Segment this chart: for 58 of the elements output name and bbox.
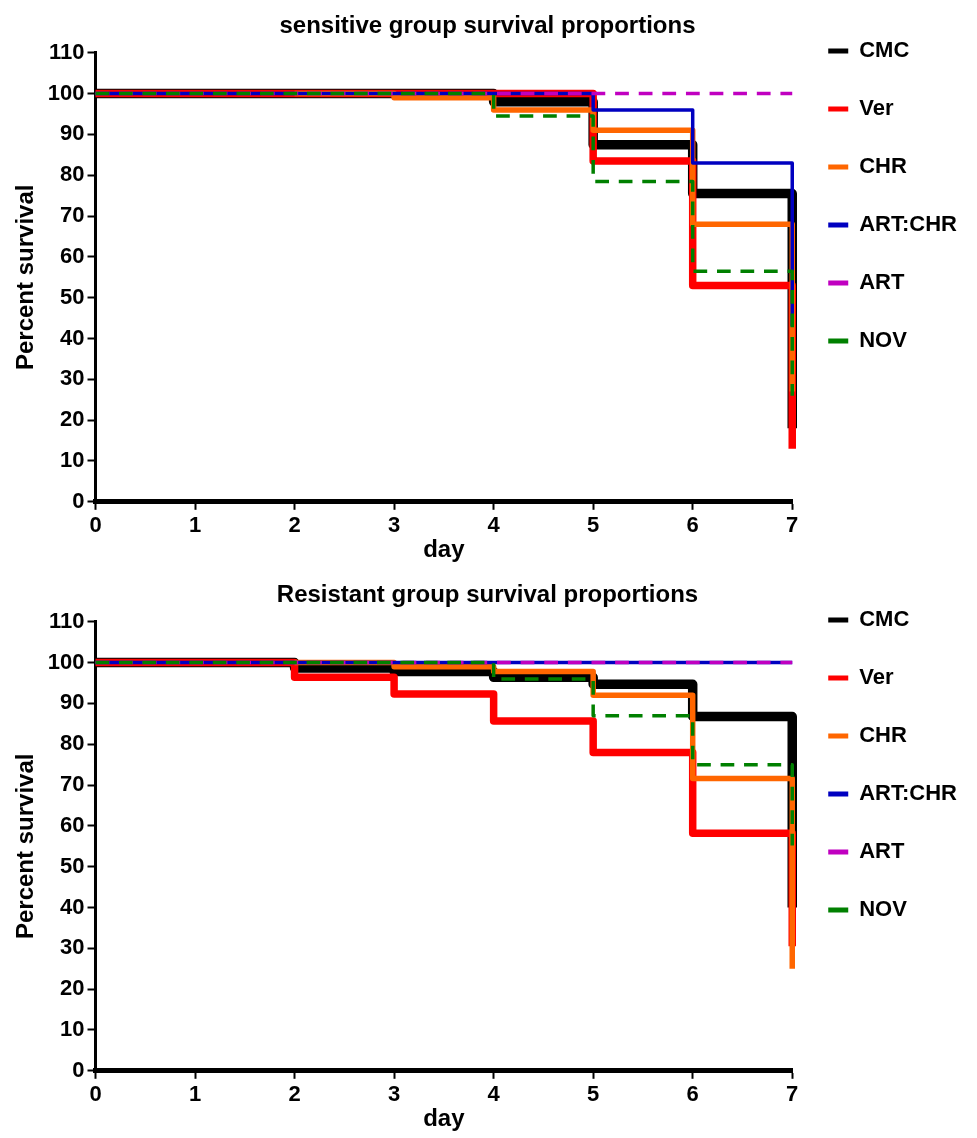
y-tick-label: 40: [60, 324, 85, 350]
y-tick-label: 90: [60, 120, 85, 146]
y-tick-label: 50: [60, 852, 85, 878]
legend-label: CMC: [859, 606, 910, 632]
x-tick-label: 2: [288, 512, 301, 538]
x-tick-label: 5: [587, 512, 600, 538]
y-tick-label: 0: [72, 487, 85, 513]
x-tick-label: 0: [89, 1081, 102, 1107]
x-tick-label: 1: [188, 1081, 202, 1107]
y-tick-label: 20: [60, 975, 85, 1001]
y-tick-label: 100: [47, 79, 85, 105]
x-tick-label: 7: [786, 512, 799, 538]
x-tick-label: 0: [89, 512, 102, 538]
legend-label: CHR: [859, 722, 908, 748]
y-tick-label: 60: [60, 811, 85, 837]
y-tick-label: 20: [60, 406, 85, 432]
y-tick-label: 50: [60, 283, 85, 309]
y-tick-label: 90: [60, 689, 85, 715]
legend-label: Ver: [859, 664, 894, 690]
y-tick-label: 60: [60, 242, 85, 268]
x-axis-title: day: [423, 535, 466, 563]
y-tick-label: 0: [72, 1056, 85, 1082]
y-tick-label: 80: [60, 730, 85, 756]
y-tick-label: 100: [47, 648, 85, 674]
legend-label: ART: [859, 838, 906, 864]
y-axis-title: Percent survival: [11, 753, 39, 940]
y-tick-label: 80: [60, 161, 85, 187]
y-tick-label: 30: [60, 365, 85, 391]
y-tick-label: 30: [60, 934, 85, 960]
legend-label: Ver: [859, 95, 894, 121]
legend-label: NOV: [859, 896, 908, 922]
y-tick-label: 70: [60, 202, 85, 228]
x-tick-label: 4: [487, 512, 501, 538]
y-tick-label: 110: [49, 38, 85, 64]
x-tick-label: 7: [786, 1081, 799, 1107]
chart-title: Resistant group survival proportions: [276, 580, 699, 608]
x-tick-label: 1: [188, 512, 202, 538]
legend-label: CMC: [859, 37, 910, 63]
y-tick-label: 70: [60, 771, 85, 797]
legend-label: ART:CHR: [859, 780, 958, 806]
x-tick-label: 3: [387, 512, 401, 538]
x-tick-label: 5: [587, 1081, 600, 1107]
legend-label: CHR: [859, 153, 908, 179]
y-tick-label: 110: [49, 607, 85, 633]
legend-label: ART: [859, 269, 906, 295]
x-tick-label: 6: [686, 1081, 699, 1107]
y-tick-label: 10: [60, 447, 85, 473]
y-axis-title: Percent survival: [11, 184, 39, 371]
y-tick-label: 40: [60, 893, 85, 919]
legend-label: NOV: [859, 327, 908, 353]
x-tick-label: 3: [387, 1081, 401, 1107]
legend-label: ART:CHR: [859, 211, 958, 237]
x-tick-label: 4: [487, 1081, 501, 1107]
chart-title: sensitive group survival proportions: [279, 11, 696, 39]
x-tick-label: 2: [288, 1081, 301, 1107]
x-axis-title: day: [423, 1104, 466, 1132]
x-tick-label: 6: [686, 512, 699, 538]
y-tick-label: 10: [60, 1016, 85, 1042]
